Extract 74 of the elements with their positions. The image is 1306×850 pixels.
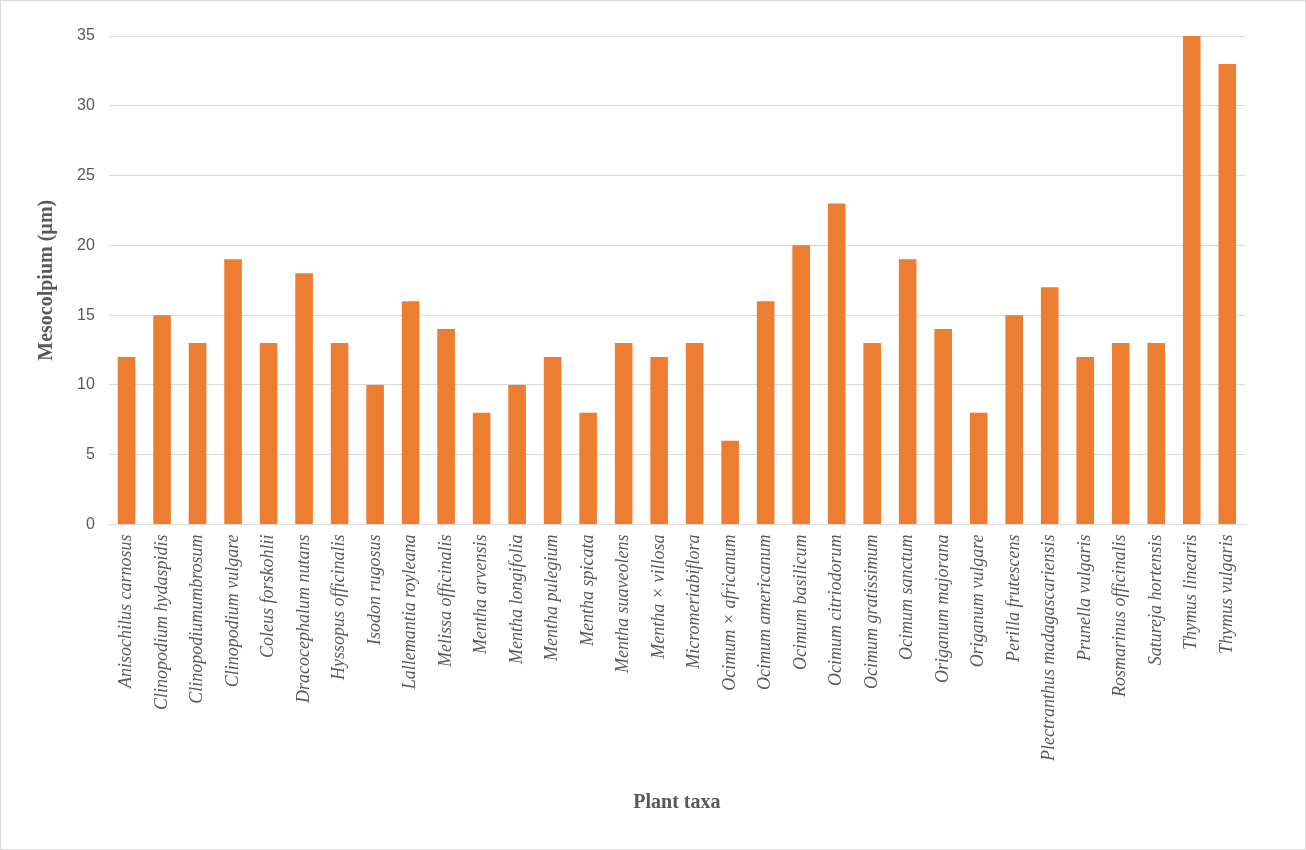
x-tick-label: Perilla frutescens bbox=[1002, 534, 1023, 663]
x-tick-label: Mentha × villosa bbox=[647, 534, 668, 660]
bar bbox=[259, 343, 278, 525]
x-tick-label: Prunella vulgaris bbox=[1073, 534, 1094, 663]
x-tick-label: Ocimum basilicum bbox=[789, 534, 810, 670]
x-tick-label: Mentha pulegium bbox=[541, 534, 562, 662]
bar bbox=[650, 357, 668, 525]
bar bbox=[401, 301, 420, 525]
x-tick-label: Thymus vulgaris bbox=[1215, 534, 1236, 655]
bar bbox=[863, 343, 881, 525]
bar bbox=[543, 357, 562, 525]
bar bbox=[614, 343, 633, 525]
x-tick-label: Origanum majorana bbox=[931, 534, 952, 684]
bar bbox=[579, 412, 597, 525]
y-tick-label: 0 bbox=[85, 514, 95, 532]
x-tick-label: Ocimum citriodorum bbox=[825, 534, 846, 687]
x-tick-label: Coleus forskohlii bbox=[257, 534, 278, 659]
bar bbox=[792, 245, 810, 525]
bar bbox=[1076, 357, 1095, 525]
bar bbox=[827, 203, 846, 525]
x-tick-label: Ocimum sanctum bbox=[896, 534, 917, 660]
x-tick-label: Plectranthus madagascariensis bbox=[1038, 534, 1059, 763]
x-tick-label: Micromeriabiflora bbox=[683, 534, 704, 670]
bar bbox=[330, 343, 349, 525]
x-tick-label: Ocimum americanum bbox=[754, 534, 775, 690]
bar bbox=[472, 412, 491, 525]
bar bbox=[224, 259, 242, 525]
bar bbox=[1111, 343, 1130, 525]
x-axis-title: Plant taxa bbox=[633, 790, 721, 813]
x-tick-label: Mentha arvensis bbox=[470, 534, 491, 655]
x-tick-label: Mentha suaveolens bbox=[612, 534, 633, 674]
bar bbox=[721, 440, 739, 525]
x-tick-label: Mentha spicata bbox=[576, 534, 597, 647]
y-tick-label: 5 bbox=[85, 445, 95, 463]
bar bbox=[934, 329, 952, 525]
y-axis-title: Mesocolpium (µm) bbox=[34, 199, 58, 361]
x-tick-label: Clinopodiumumbrosum bbox=[186, 534, 207, 704]
y-tick-label: 35 bbox=[77, 26, 95, 44]
x-tick-label: Isodon rugosus bbox=[363, 534, 384, 647]
x-tick-label: Origanum vulgare bbox=[967, 534, 988, 668]
x-tick-label: Melissa officinalis bbox=[434, 534, 455, 669]
y-tick-label: 20 bbox=[77, 235, 95, 253]
x-tick-label: Hyssopus officinalis bbox=[328, 534, 349, 682]
bar bbox=[1040, 287, 1059, 525]
y-tick-label: 15 bbox=[77, 305, 95, 323]
x-tick-label: Rosmarinus officinalis bbox=[1109, 534, 1130, 699]
bar bbox=[117, 357, 136, 525]
bar bbox=[1147, 343, 1166, 525]
bar bbox=[1182, 36, 1201, 525]
bar bbox=[153, 315, 171, 525]
bar bbox=[685, 343, 704, 525]
bar bbox=[366, 384, 384, 525]
bar bbox=[188, 343, 207, 525]
bar bbox=[756, 301, 775, 525]
x-tick-label: Clinopodium hydaspidis bbox=[150, 534, 171, 711]
x-tick-label: Clinopodium vulgare bbox=[221, 534, 242, 688]
y-tick-label: 30 bbox=[77, 96, 95, 114]
bar bbox=[437, 329, 455, 525]
x-tick-label: Dracocephalum nutans bbox=[292, 534, 313, 704]
bar bbox=[508, 384, 526, 525]
x-tick-label: Mentha longifolia bbox=[505, 534, 526, 666]
y-tick-label: 25 bbox=[77, 165, 95, 183]
x-tick-label: Ocimum gratissimum bbox=[860, 534, 881, 690]
x-tick-label: Lallemantia royleana bbox=[399, 534, 420, 691]
bar bbox=[1005, 315, 1024, 525]
y-tick-label: 10 bbox=[77, 375, 95, 393]
x-tick-label: Anisochilus carnosus bbox=[115, 534, 136, 690]
bar bbox=[295, 273, 313, 525]
bar bbox=[1218, 63, 1237, 525]
bar bbox=[898, 259, 917, 525]
x-tick-label: Satureja hortensis bbox=[1144, 534, 1165, 666]
bar bbox=[969, 412, 988, 525]
x-tick-label: Ocimum × africanum bbox=[718, 534, 739, 691]
x-tick-label: Thymus linearis bbox=[1180, 534, 1201, 651]
